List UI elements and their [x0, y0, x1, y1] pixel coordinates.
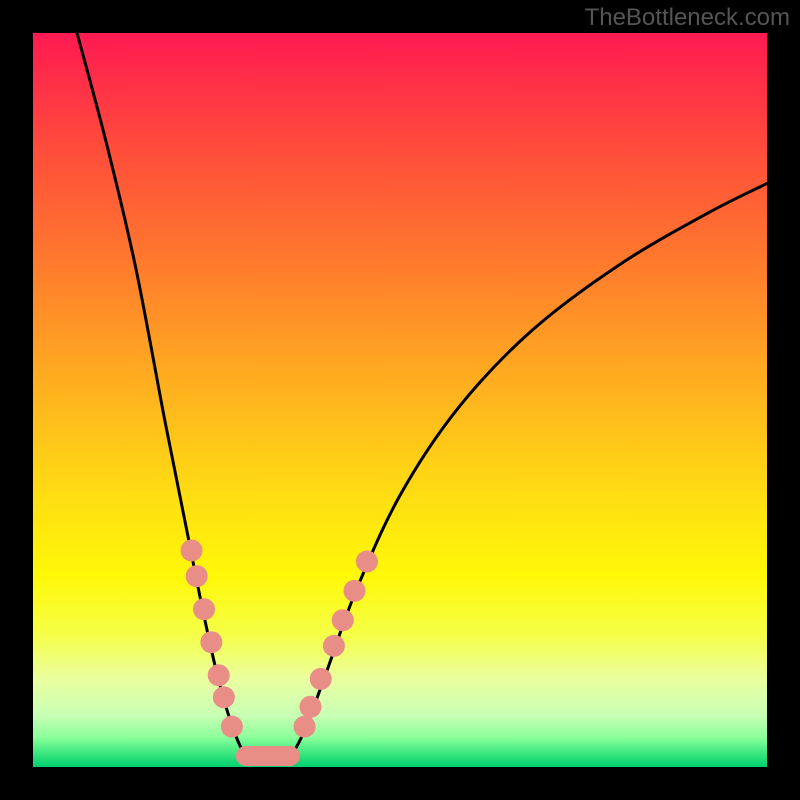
chart-container: TheBottleneck.com	[0, 0, 800, 800]
marker-dot	[294, 716, 316, 738]
marker-dot	[310, 668, 332, 690]
marker-dot	[221, 716, 243, 738]
marker-dot	[193, 598, 215, 620]
marker-dot	[181, 539, 203, 561]
marker-dot	[213, 686, 235, 708]
marker-dot	[356, 550, 378, 572]
watermark-text: TheBottleneck.com	[585, 4, 790, 32]
marker-dot	[299, 696, 321, 718]
marker-pill	[236, 746, 300, 766]
bottleneck-chart-svg	[0, 0, 800, 800]
marker-dot	[200, 631, 222, 653]
marker-dot	[323, 635, 345, 657]
marker-dot	[332, 609, 354, 631]
marker-dot	[186, 565, 208, 587]
marker-dot	[343, 580, 365, 602]
gradient-background	[33, 33, 767, 767]
marker-dot	[208, 664, 230, 686]
